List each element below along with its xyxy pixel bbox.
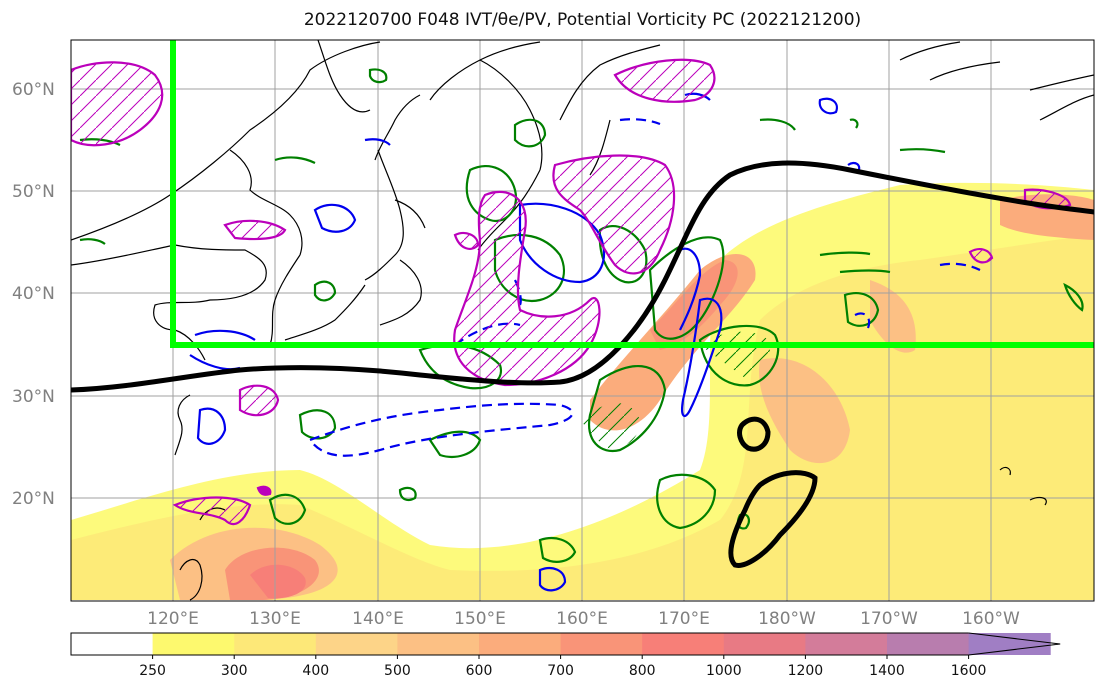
colorbar-segment xyxy=(479,633,562,655)
lat-label-40: 40°N xyxy=(12,284,55,304)
colorbar-segment xyxy=(315,633,398,655)
colorbar-tick-label: 800 xyxy=(629,663,656,679)
colorbar-tick-label: 1000 xyxy=(706,663,742,679)
colorbar-tick-label: 700 xyxy=(547,663,574,679)
lat-label-30: 30°N xyxy=(12,387,55,407)
colorbar-tick-label: 1400 xyxy=(869,663,905,679)
colorbar-extend-arrow xyxy=(968,632,1061,656)
colorbar-tick-label: 300 xyxy=(221,663,248,679)
colorbar-tick-label: 500 xyxy=(384,663,411,679)
lon-label-150e: 150°E xyxy=(454,609,506,629)
colorbar-segment xyxy=(887,633,970,655)
lat-label-50: 50°N xyxy=(12,182,55,202)
colorbar-tick-label: 1600 xyxy=(951,663,987,679)
lon-label-160w: 160°W xyxy=(962,609,1020,629)
colorbar-tick-label: 250 xyxy=(139,663,166,679)
colorbar-segment xyxy=(723,633,806,655)
longitude-labels: 120°E 130°E 140°E 150°E 160°E 170°E 180°… xyxy=(147,609,1020,629)
pv-positive-contours xyxy=(71,58,1072,526)
lon-label-140e: 140°E xyxy=(352,609,404,629)
plot-frame xyxy=(70,39,1095,602)
ivt-shading xyxy=(71,182,1094,600)
colorbar-tick-label: 600 xyxy=(466,663,493,679)
graticule xyxy=(71,40,1094,601)
colorbar-segment xyxy=(968,633,1051,655)
lon-label-120e: 120°E xyxy=(147,609,199,629)
colorbar-segment xyxy=(642,633,725,655)
lon-label-130e: 130°E xyxy=(249,609,301,629)
colorbar-segment xyxy=(805,633,888,655)
colorbar-outline xyxy=(70,632,969,656)
colorbar-segment xyxy=(71,633,154,655)
lon-label-170w: 170°W xyxy=(860,609,918,629)
domain-box xyxy=(170,40,1094,348)
lat-label-20: 20°N xyxy=(12,489,55,509)
colorbar: 250 300 400 500 600 700 800 1000 1200 1400 1600 xyxy=(70,632,1061,679)
colorbar-segment xyxy=(560,633,643,655)
latitude-labels: 60°N 50°N 40°N 30°N 20°N xyxy=(12,80,55,509)
lat-label-60: 60°N xyxy=(12,80,55,100)
colorbar-tick-label: 400 xyxy=(302,663,329,679)
lon-label-180w: 180°W xyxy=(758,609,816,629)
colorbar-segment xyxy=(397,633,480,655)
lon-label-170e: 170°E xyxy=(658,609,710,629)
lon-label-160e: 160°E xyxy=(556,609,608,629)
colorbar-segment xyxy=(152,633,235,655)
chart-title: 2022120700 F048 IVT/θe/PV, Potential Vor… xyxy=(303,10,862,30)
theta-e-front xyxy=(71,160,1094,568)
colorbar-segment xyxy=(234,633,317,655)
colorbar-tick-label: 1200 xyxy=(788,663,824,679)
